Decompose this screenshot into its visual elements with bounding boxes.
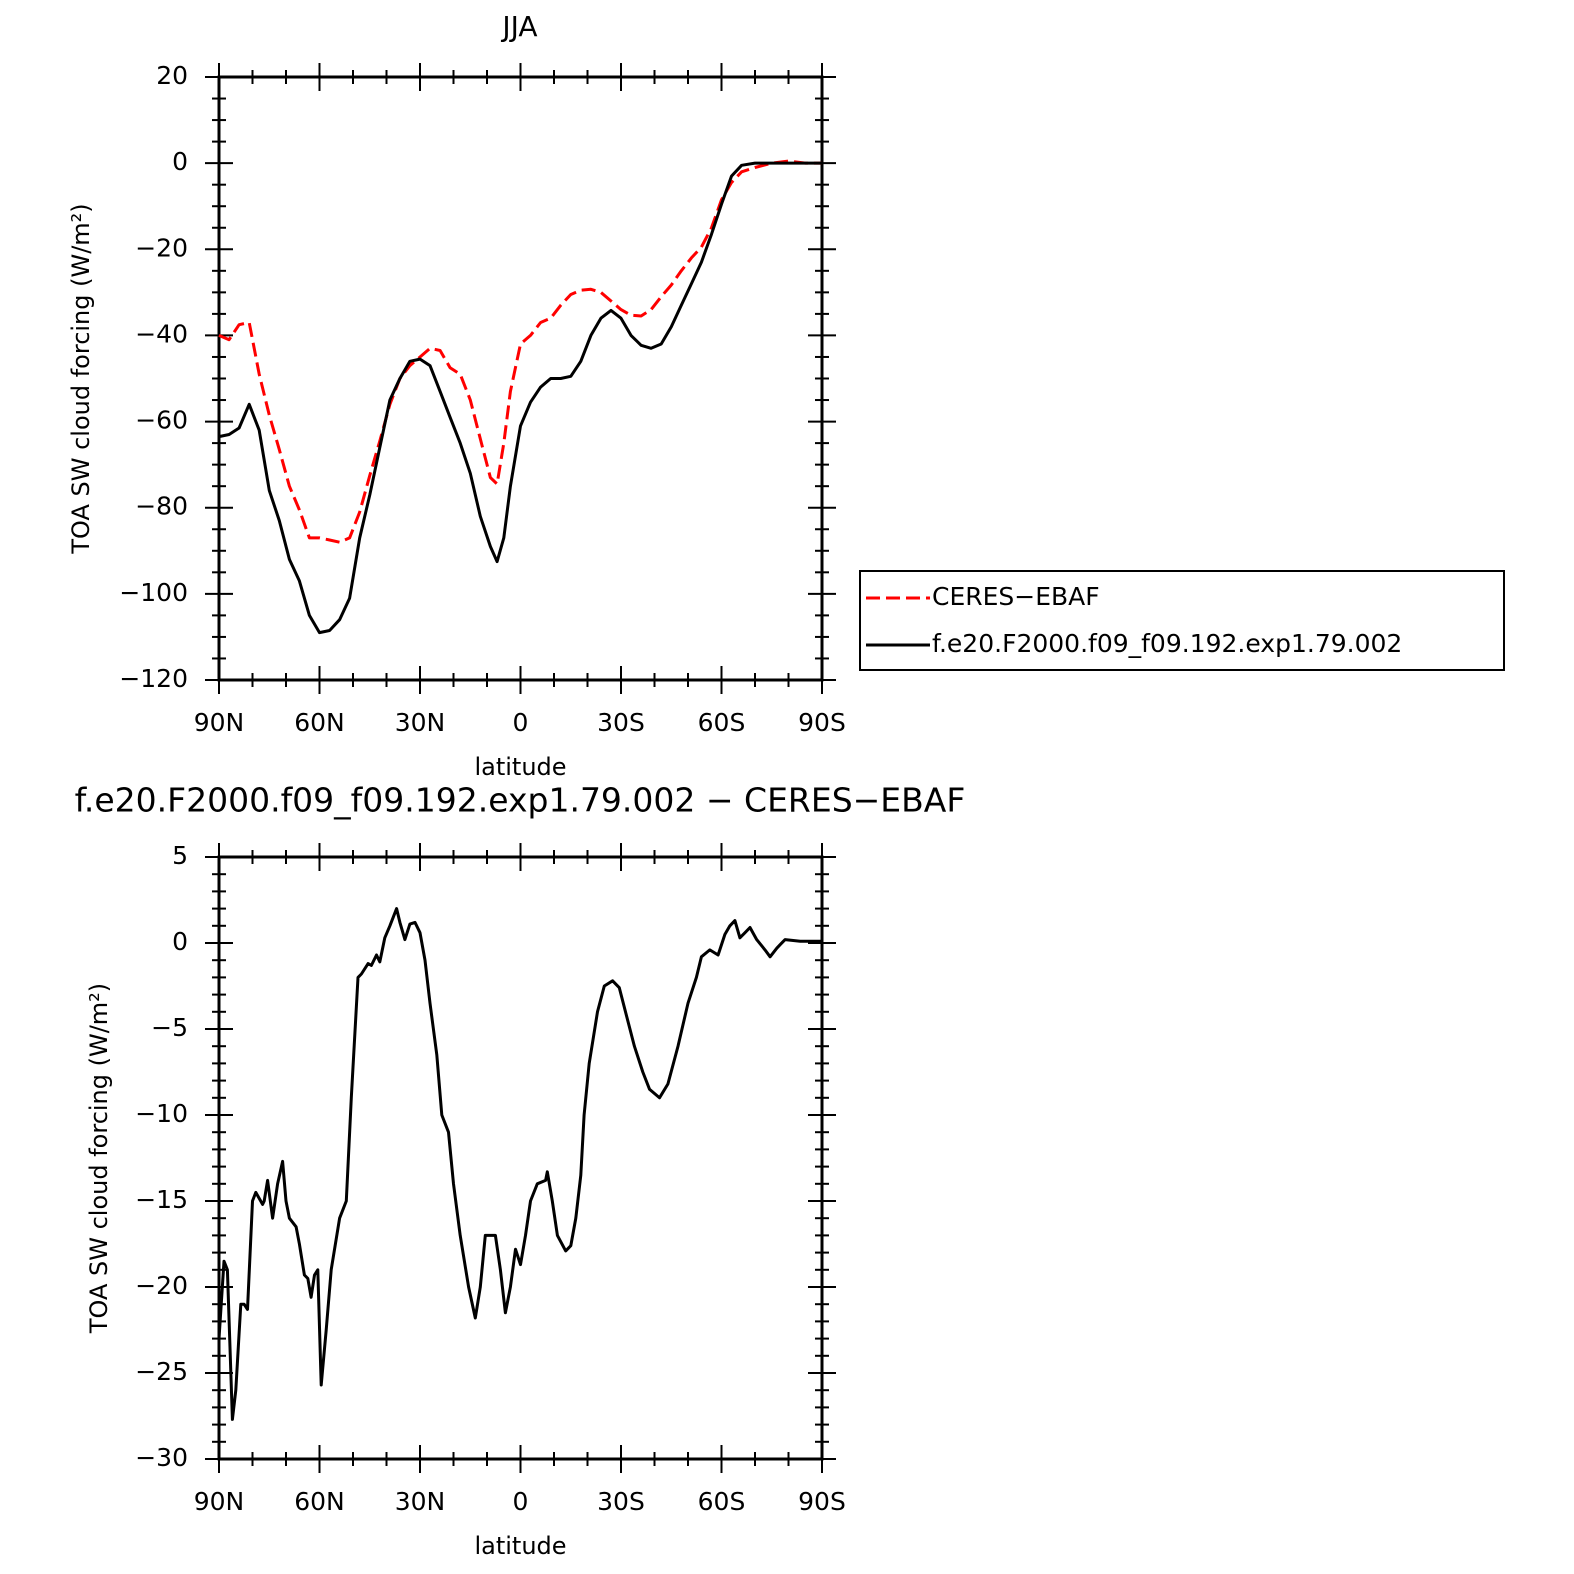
x-tick-label: 60N xyxy=(294,1487,345,1516)
y-axis-label: TOA SW cloud forcing (W/m²) xyxy=(85,983,113,1334)
y-tick-label: −30 xyxy=(135,1443,188,1472)
y-tick-label: 5 xyxy=(172,841,188,870)
y-tick-label: −120 xyxy=(119,664,188,693)
legend-label: f.e20.F2000.f09_f09.192.exp1.79.002 xyxy=(932,629,1402,658)
y-tick-label: −25 xyxy=(135,1357,188,1386)
y-tick-label: −40 xyxy=(135,319,188,348)
x-tick-label: 90S xyxy=(798,1487,846,1516)
y-tick-label: −5 xyxy=(151,1013,188,1042)
y-tick-label: −60 xyxy=(135,406,188,435)
x-tick-label: 90S xyxy=(798,708,846,737)
x-tick-label: 90N xyxy=(194,1487,245,1516)
data-line xyxy=(218,161,822,635)
x-tick-label: 60S xyxy=(698,708,746,737)
plot-frame xyxy=(217,75,824,682)
data-line xyxy=(218,159,822,544)
chart-title: f.e20.F2000.f09_f09.192.exp1.79.002 − CE… xyxy=(75,781,966,820)
x-axis-label: latitude xyxy=(474,1532,566,1560)
plot-frame xyxy=(217,855,824,1461)
y-tick-label: −20 xyxy=(135,1271,188,1300)
legend-box xyxy=(859,570,1505,671)
data-line xyxy=(217,907,822,1421)
x-tick-label: 30N xyxy=(395,1487,446,1516)
x-tick-label: 30N xyxy=(395,708,446,737)
y-tick-label: −80 xyxy=(135,492,188,521)
y-tick-label: 0 xyxy=(172,147,188,176)
y-axis-label: TOA SW cloud forcing (W/m²) xyxy=(67,203,95,554)
x-tick-label: 60N xyxy=(294,708,345,737)
y-tick-label: −15 xyxy=(135,1185,188,1214)
y-tick-label: −20 xyxy=(135,233,188,262)
y-tick-label: 20 xyxy=(156,61,188,90)
x-tick-label: 90N xyxy=(194,708,245,737)
x-tick-label: 30S xyxy=(597,1487,645,1516)
y-tick-label: −100 xyxy=(119,578,188,607)
y-tick-label: 0 xyxy=(172,927,188,956)
x-tick-label: 0 xyxy=(513,708,529,737)
legend-label: CERES−EBAF xyxy=(932,582,1100,611)
x-tick-label: 30S xyxy=(597,708,645,737)
x-axis-label: latitude xyxy=(474,753,566,781)
x-tick-label: 60S xyxy=(698,1487,746,1516)
y-tick-label: −10 xyxy=(135,1099,188,1128)
chart-title: JJA xyxy=(500,10,537,43)
x-tick-label: 0 xyxy=(513,1487,529,1516)
